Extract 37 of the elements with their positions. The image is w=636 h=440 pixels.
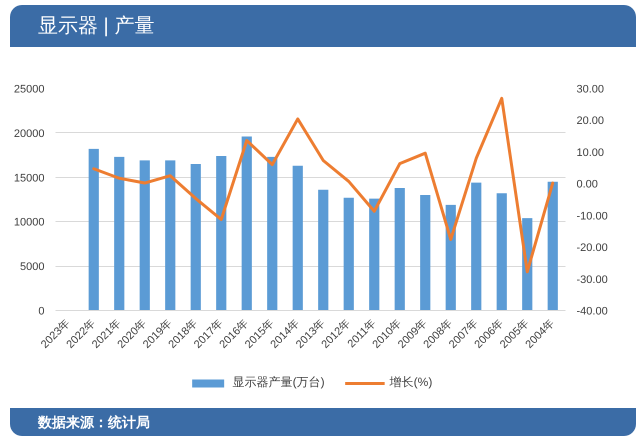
bar: [496, 193, 507, 310]
bar: [165, 160, 176, 310]
bar: [267, 156, 278, 310]
bar: [420, 195, 430, 310]
y-tick-label: 5000: [20, 261, 45, 274]
y-tick-label: 25000: [14, 84, 45, 96]
line-series: [92, 96, 554, 274]
bar: [471, 182, 482, 310]
bar: [344, 198, 354, 310]
y2-tick-label: -20.00: [576, 242, 608, 254]
y-tick-label: 15000: [14, 172, 45, 184]
bar: [548, 182, 558, 310]
y-tick-label: 10000: [14, 216, 45, 229]
y2-tick-label: -30.00: [576, 274, 608, 286]
bar: [140, 160, 150, 310]
bar: [292, 166, 303, 310]
y2-tick-label: -10.00: [576, 210, 608, 222]
bar: [394, 188, 405, 310]
bar: [88, 148, 99, 310]
y2-tick-label: 30.00: [576, 84, 604, 96]
bar: [369, 198, 380, 310]
source-note: 数据来源：统计局: [38, 413, 150, 432]
legend-label: 显示器产量(万台): [232, 374, 325, 391]
y2-tick-label: -40.00: [576, 306, 608, 318]
y-tick-label: 20000: [14, 128, 45, 140]
legend-label: 增长(%): [390, 374, 432, 391]
bar: [242, 136, 252, 310]
y2-tick-label: 10.00: [576, 146, 604, 159]
y-tick-label: 0: [38, 306, 45, 318]
bar: [216, 156, 226, 310]
chart-title: 显示器 | 产量: [38, 14, 154, 39]
bar: [446, 204, 456, 310]
bar: [318, 190, 328, 310]
y2-tick-label: 20.00: [576, 115, 604, 128]
y2-tick-label: 0.00: [576, 178, 598, 191]
bar: [190, 164, 201, 310]
bar: [114, 156, 124, 310]
